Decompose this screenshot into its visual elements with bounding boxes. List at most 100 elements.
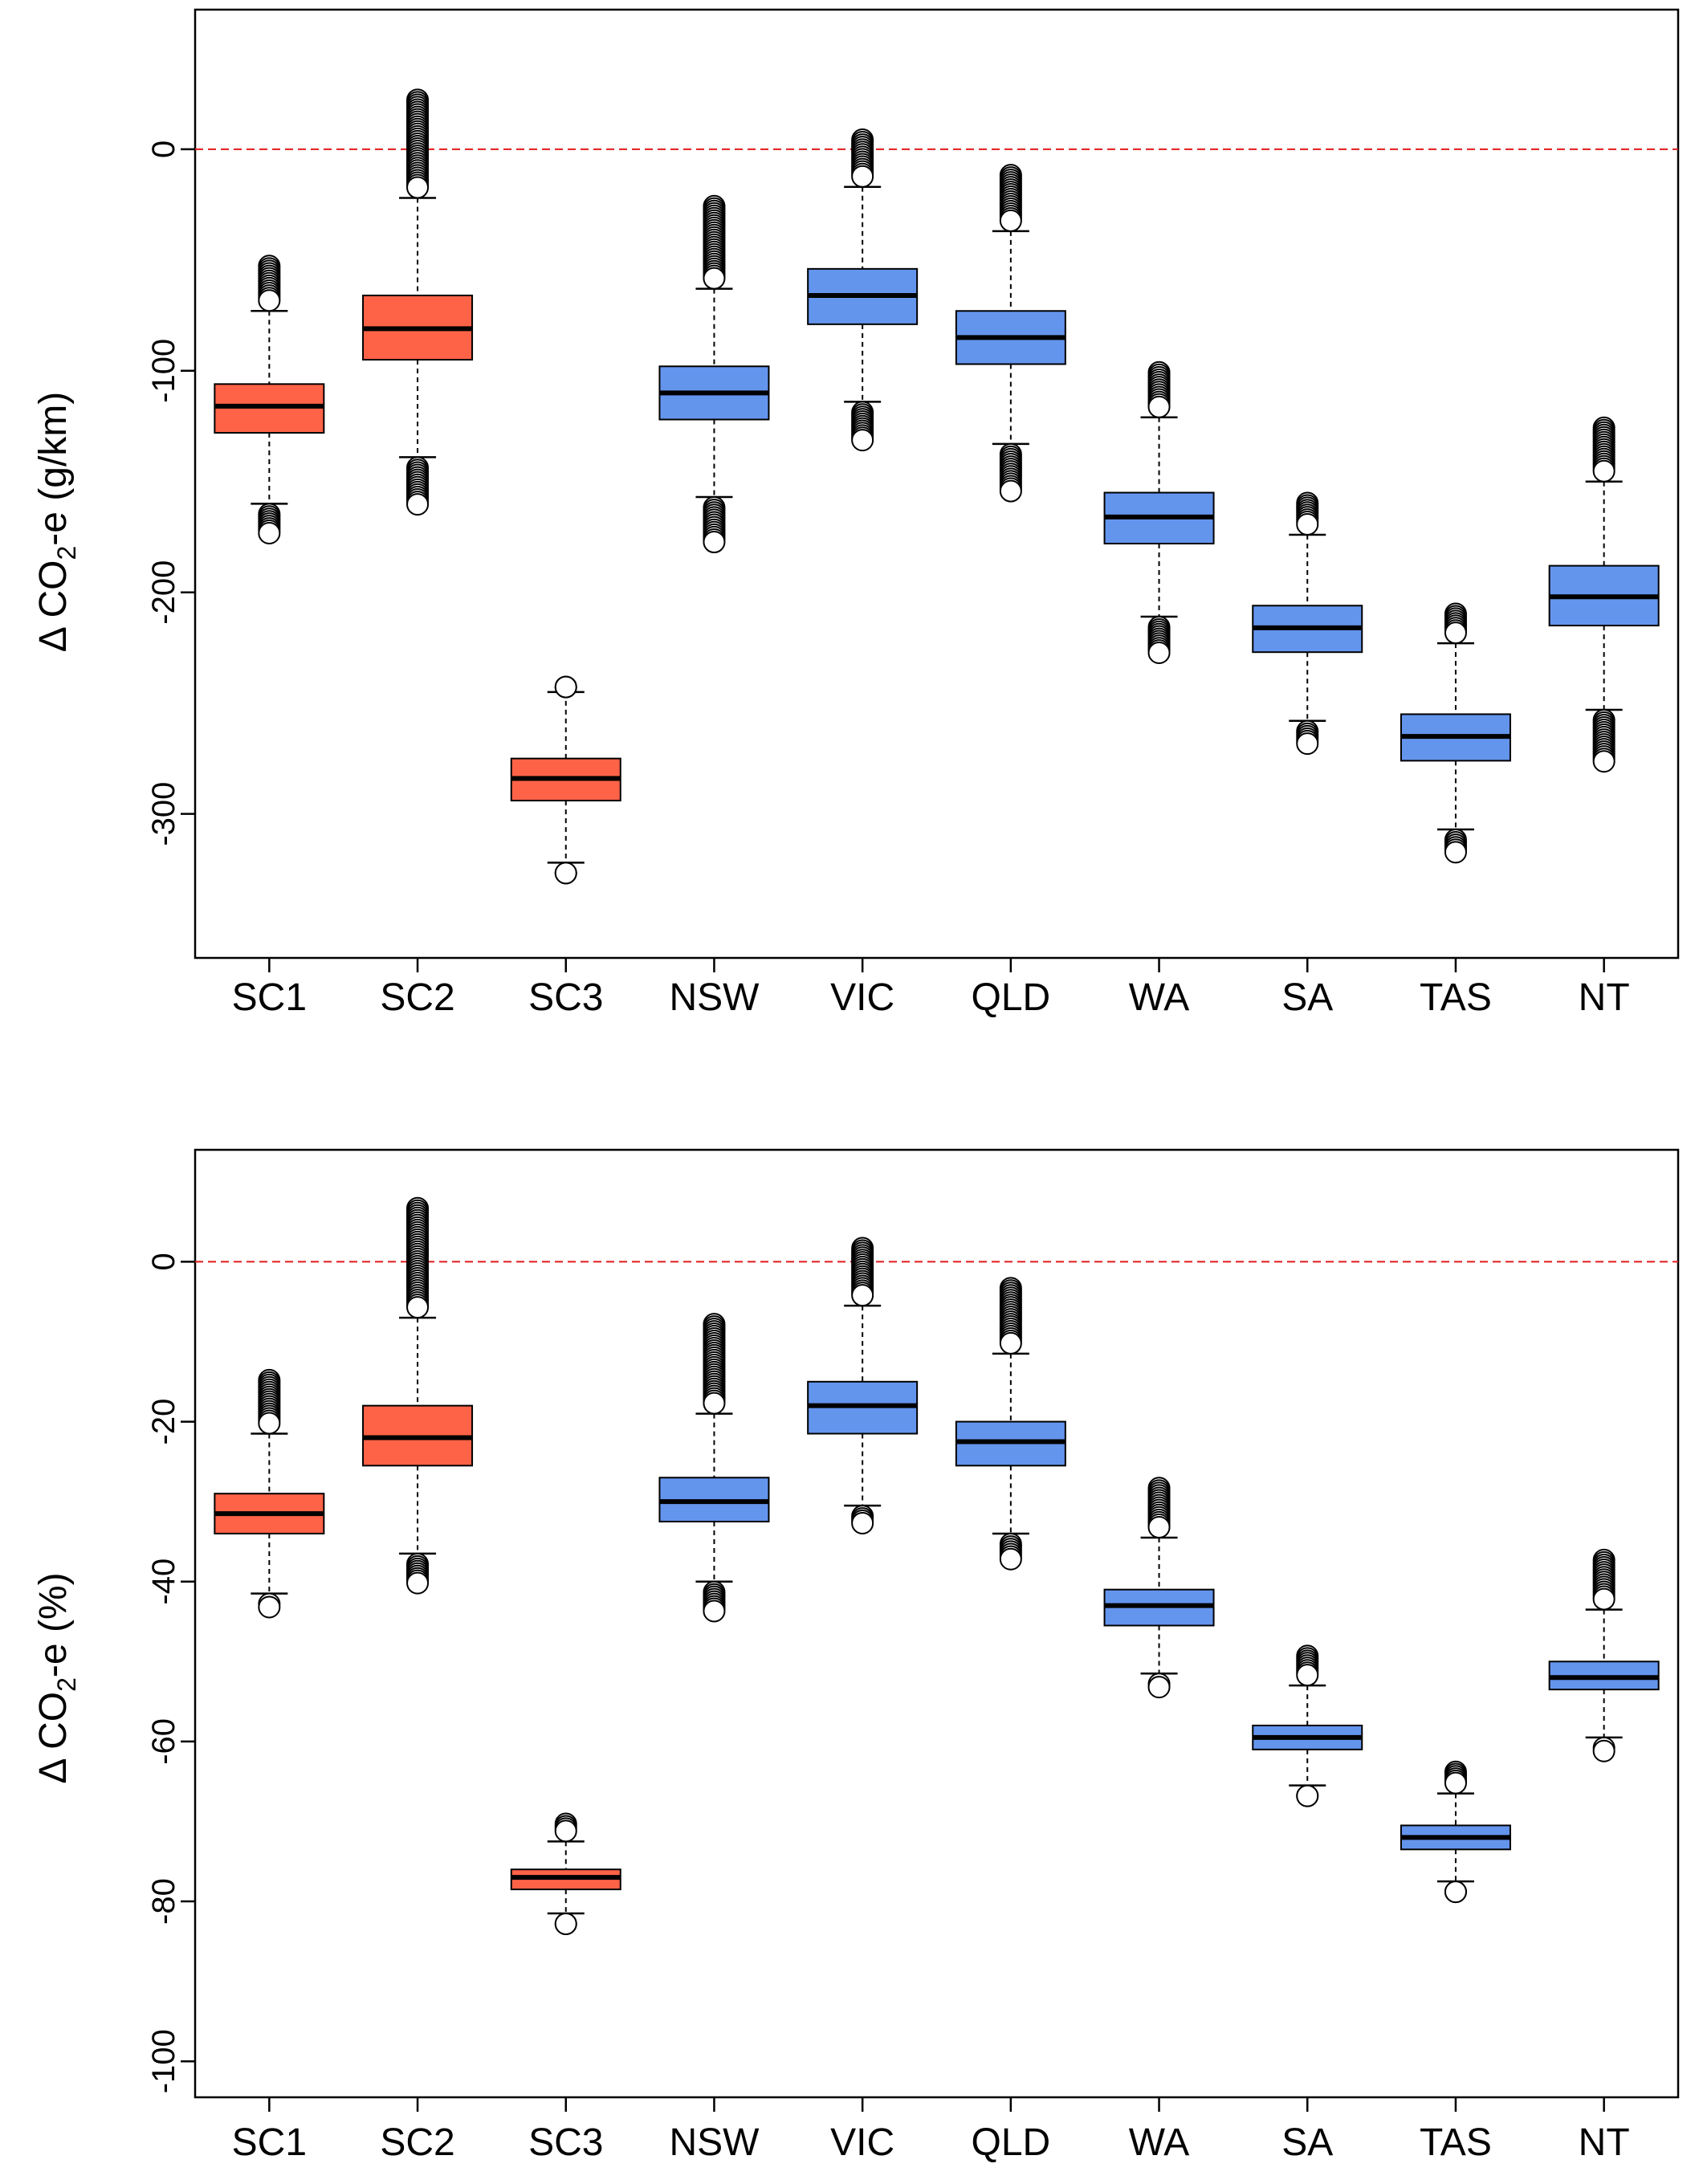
outlier-point	[851, 1284, 874, 1307]
outlier-point	[999, 1547, 1022, 1571]
outlier-point	[1592, 459, 1616, 483]
y-tick-label: -40	[146, 1559, 181, 1605]
outlier-point	[1296, 512, 1319, 536]
box-wa: WA	[1103, 1477, 1215, 2164]
box-sc2: SC2	[362, 88, 474, 1019]
upper-outliers	[851, 1237, 874, 1307]
outlier-point	[406, 1571, 430, 1595]
upper-outliers	[999, 1277, 1022, 1355]
outlier-point	[851, 429, 874, 452]
outlier-point	[554, 1819, 577, 1843]
y-tick-label: -200	[146, 560, 181, 625]
y-tick-label: 0	[146, 1253, 181, 1270]
x-tick-label-vic: VIC	[830, 2121, 894, 2164]
outlier-point	[554, 675, 577, 699]
lower-outliers	[406, 1552, 430, 1595]
outlier-point	[999, 209, 1022, 232]
lower-outliers	[1147, 1673, 1171, 1699]
outlier-point	[406, 493, 430, 516]
outlier-point	[1444, 621, 1467, 645]
outlier-point	[258, 289, 281, 312]
x-tick-label-qld: QLD	[971, 976, 1050, 1019]
x-tick-label-nsw: NSW	[669, 2121, 760, 2164]
lower-outliers	[999, 1532, 1022, 1571]
x-tick-label-sa: SA	[1281, 976, 1333, 1019]
outlier-point	[703, 531, 726, 554]
outlier-point	[851, 1511, 874, 1534]
outlier-point	[1147, 1676, 1171, 1699]
lower-outliers	[1147, 616, 1171, 665]
y-axis-title-bottom-suffix: -e (%)	[32, 1572, 75, 1677]
upper-outliers	[1147, 1477, 1171, 1538]
outlier-point	[999, 1331, 1022, 1355]
x-tick-label-sc2: SC2	[380, 2121, 454, 2164]
upper-outliers	[1592, 1548, 1616, 1611]
box-vic: VIC	[807, 128, 919, 1019]
lower-outliers	[703, 1580, 726, 1623]
x-tick-label-tas: TAS	[1420, 976, 1492, 1019]
box-sc3: SC3	[510, 1812, 621, 2164]
y-tick-label: -300	[146, 782, 181, 846]
outlier-point	[999, 479, 1022, 503]
lower-outliers	[703, 496, 726, 554]
box-sc2: SC2	[362, 1196, 474, 2164]
y-axis-title-top-sub: 2	[52, 546, 81, 560]
box-nt: NT	[1548, 1548, 1660, 2164]
outlier-point	[1296, 1664, 1319, 1687]
x-tick-label-sa: SA	[1281, 2121, 1333, 2164]
lower-outliers	[999, 442, 1022, 503]
box-sa: SA	[1252, 491, 1363, 1019]
lower-outliers	[1592, 708, 1616, 773]
outlier-point	[1444, 1880, 1467, 1904]
outlier-point	[406, 1296, 430, 1319]
lower-outliers	[406, 456, 430, 516]
box-vic: VIC	[807, 1237, 919, 2164]
outlier-point	[703, 267, 726, 290]
upper-outliers	[999, 164, 1022, 232]
lower-outliers	[851, 401, 874, 452]
outlier-point	[1592, 750, 1616, 773]
outlier-point	[1444, 841, 1467, 864]
outlier-point	[703, 1599, 726, 1623]
outlier-point	[1592, 1587, 1616, 1611]
x-tick-label-nt: NT	[1579, 2121, 1630, 2164]
lower-outliers	[1444, 828, 1467, 864]
upper-outliers	[406, 88, 430, 199]
x-tick-label-sc3: SC3	[528, 976, 603, 1019]
y-axis-title-top: Δ CO2-e (g/km)	[32, 392, 81, 653]
lower-outliers	[851, 1505, 874, 1534]
lower-outliers	[554, 1912, 577, 1935]
lower-outliers	[1296, 1784, 1319, 1807]
box-sa: SA	[1252, 1644, 1363, 2164]
outlier-point	[1444, 1771, 1467, 1795]
upper-outliers	[1296, 491, 1319, 536]
bottom-panel-percent: Δ CO2-e (%) 0 -20 -40 -60 -80 -100 SC1 SC2 SC3 NS…	[32, 1148, 1680, 2164]
upper-outliers	[1592, 416, 1616, 483]
box-wa: WA	[1103, 361, 1215, 1019]
outlier-point	[703, 1391, 726, 1415]
y-axis-title-bottom-prefix: Δ CO	[32, 1692, 75, 1784]
outlier-point	[1592, 1739, 1616, 1762]
lower-outliers	[1444, 1880, 1467, 1904]
box-sc1: SC1	[214, 255, 325, 1019]
outlier-point	[1296, 1784, 1319, 1807]
box-nt: NT	[1548, 416, 1660, 1019]
outlier-point	[406, 176, 430, 199]
outlier-point	[258, 522, 281, 545]
outlier-point	[258, 1412, 281, 1435]
y-tick-label: -20	[146, 1399, 181, 1445]
outlier-point	[851, 165, 874, 188]
y-tick-label: -100	[146, 339, 181, 403]
box-tas: TAS	[1400, 1760, 1511, 2164]
box-sc1: SC1	[214, 1368, 325, 2164]
upper-outliers	[703, 1313, 726, 1415]
box-sc3: SC3	[510, 675, 621, 1019]
x-tick-label-vic: VIC	[830, 976, 894, 1019]
upper-outliers	[1444, 1760, 1467, 1795]
lower-outliers	[258, 1592, 281, 1619]
x-tick-label-sc1: SC1	[232, 976, 307, 1019]
box-qld: QLD	[955, 164, 1066, 1019]
x-tick-label-sc3: SC3	[528, 2121, 603, 2164]
